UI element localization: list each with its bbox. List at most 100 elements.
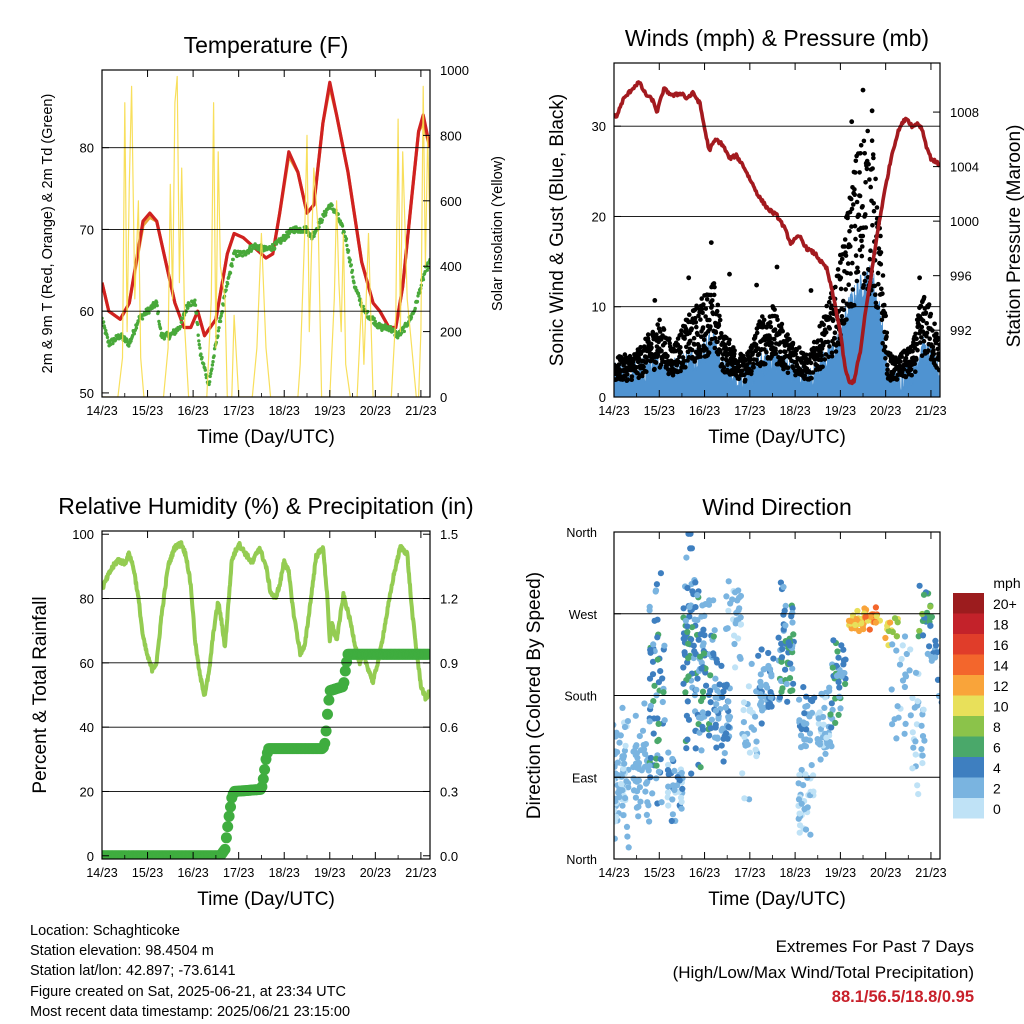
precip-point <box>322 708 333 720</box>
gust-point <box>924 330 930 336</box>
direction-point <box>838 642 845 649</box>
gust-point <box>751 365 756 370</box>
direction-point <box>725 723 732 731</box>
direction-point <box>710 633 717 640</box>
direction-point <box>619 753 626 760</box>
gust-point <box>876 246 882 251</box>
gust-point <box>704 297 710 302</box>
direction-point <box>713 656 720 663</box>
direction-point <box>902 720 909 728</box>
extremes-title: Extremes For Past 7 Days <box>775 937 974 956</box>
gust-point <box>932 357 938 363</box>
y-tick-label-right: 1.5 <box>440 527 458 542</box>
gust-point <box>797 345 802 350</box>
gust-point <box>932 321 937 327</box>
direction-point <box>725 716 733 723</box>
series-dot <box>209 371 213 376</box>
x-axis-label: Time (Day/UTC) <box>197 427 335 448</box>
series-dot <box>352 281 356 285</box>
gust-point <box>852 170 858 175</box>
x-tick-label: 14/23 <box>598 404 629 418</box>
gust-point <box>715 339 720 345</box>
gust-point <box>857 193 863 199</box>
series-dot <box>134 326 139 330</box>
series-line <box>102 75 430 397</box>
gust-point <box>847 228 852 234</box>
direction-point <box>834 672 841 679</box>
gust-point <box>903 374 909 380</box>
y-tick-label-right: 0.6 <box>440 720 458 735</box>
series-dot <box>194 311 199 315</box>
direction-point <box>732 589 739 596</box>
gust-point <box>641 364 646 370</box>
direction-point <box>829 664 836 671</box>
gust-point <box>691 335 697 341</box>
direction-point <box>858 620 865 627</box>
legend-swatch <box>953 654 984 675</box>
gust-point <box>662 340 668 346</box>
gust-point <box>849 206 855 212</box>
series-dot <box>208 380 212 384</box>
legend-swatch <box>953 777 984 798</box>
direction-point <box>649 671 657 678</box>
direction-point <box>685 655 692 662</box>
gust-point <box>854 199 860 205</box>
gust-point <box>870 223 875 228</box>
gust-point <box>679 328 684 333</box>
direction-point <box>614 807 617 814</box>
direction-point <box>621 747 629 754</box>
gust-point <box>655 322 660 327</box>
gust-point <box>748 357 753 362</box>
gust-point <box>625 372 630 377</box>
direction-point <box>714 687 721 694</box>
gust-point <box>935 346 940 352</box>
direction-point <box>688 636 695 643</box>
gust-point <box>822 357 828 362</box>
x-tick-label: 18/23 <box>779 404 810 418</box>
y-axis-label: Sonic Wind & Gust (Blue, Black) <box>547 94 568 366</box>
gust-point <box>652 366 657 372</box>
y-tick-label: 60 <box>80 304 94 319</box>
gust-point <box>910 349 915 354</box>
direction-point <box>914 698 921 705</box>
gust-point <box>689 326 694 332</box>
gust-point <box>884 330 890 336</box>
gust-point <box>844 317 849 322</box>
direction-point <box>750 726 758 733</box>
direction-point <box>779 685 786 692</box>
series-dot <box>221 303 226 307</box>
series-dot <box>350 268 355 273</box>
series-dot <box>156 310 160 314</box>
direction-point <box>685 532 692 537</box>
direction-point <box>713 744 720 751</box>
direction-point <box>641 700 648 707</box>
gust-point <box>648 341 654 347</box>
direction-point <box>759 707 766 714</box>
gust-point <box>861 138 867 144</box>
gust-point <box>712 336 718 341</box>
y-tick-label-right: 200 <box>440 325 462 340</box>
chart-title: Wind Direction <box>702 494 852 520</box>
direction-point <box>932 637 939 645</box>
gust-point <box>629 374 635 379</box>
pressure-line <box>614 80 940 386</box>
gust-point <box>657 329 663 334</box>
x-tick-label: 21/23 <box>405 404 436 418</box>
x-tick-label: 20/23 <box>360 866 391 880</box>
gust-point <box>882 344 888 350</box>
direction-point <box>735 635 742 642</box>
gust-point <box>692 342 697 347</box>
direction-point <box>632 777 639 785</box>
direction-point <box>633 750 641 757</box>
gust-point <box>654 332 659 337</box>
gust-point <box>855 265 860 271</box>
gust-point <box>716 323 722 328</box>
direction-point <box>903 650 910 658</box>
direction-point <box>630 787 638 794</box>
precip-point <box>320 725 332 737</box>
direction-point <box>692 745 699 752</box>
x-tick-label: 20/23 <box>870 404 901 418</box>
direction-point <box>796 829 803 836</box>
direction-point <box>614 835 618 842</box>
gust-point <box>698 334 704 340</box>
